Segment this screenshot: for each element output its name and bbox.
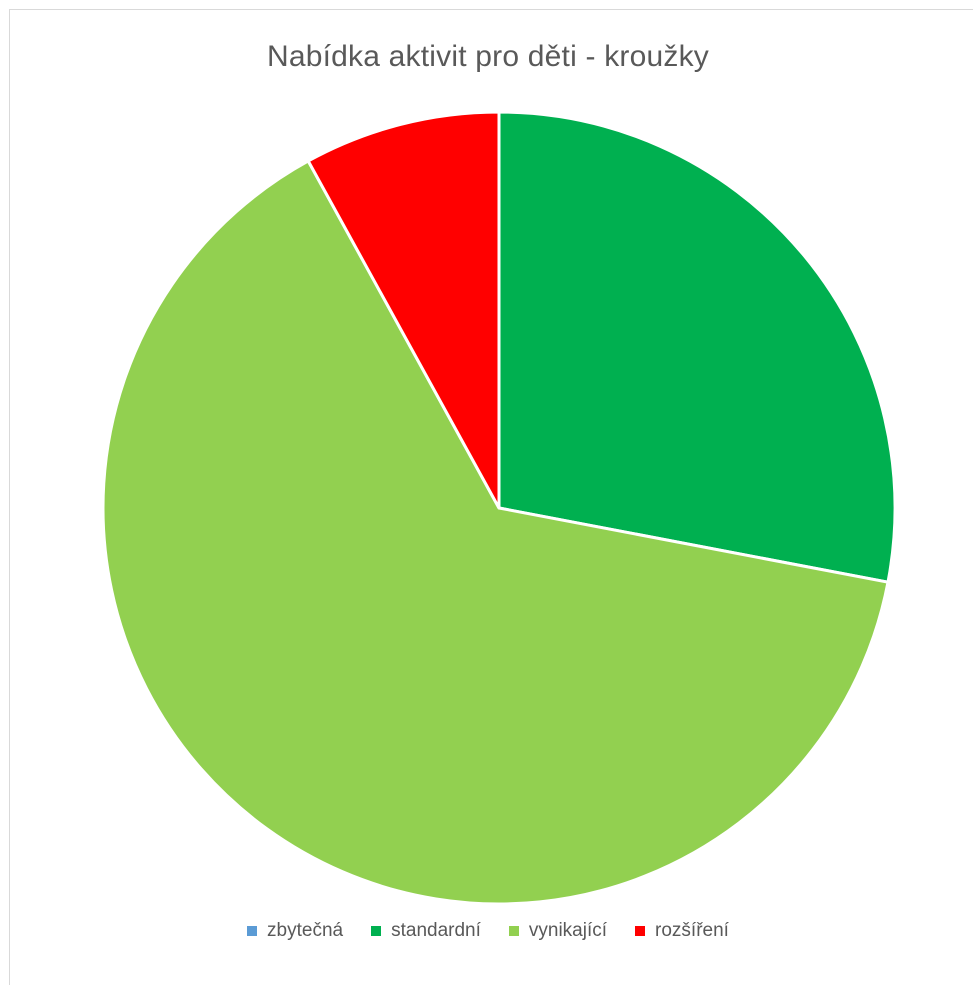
legend-item: rozšíření — [635, 920, 729, 942]
legend-label: zbytečná — [267, 920, 344, 941]
legend: zbytečná standardní vynikající rozšíření — [0, 920, 976, 942]
legend-label: standardní — [391, 920, 481, 941]
legend-label: rozšíření — [655, 920, 729, 941]
legend-swatch — [635, 926, 646, 936]
legend-label: vynikající — [528, 920, 608, 941]
chart-title: Nabídka aktivit pro děti - kroužky — [267, 40, 709, 73]
pie-slice-standardní — [497, 110, 897, 584]
legend-item: vynikající — [508, 920, 608, 942]
legend-item: standardní — [371, 920, 481, 942]
pie-slice-rozšíření — [306, 110, 501, 509]
legend-swatch — [508, 926, 519, 936]
legend-swatch — [247, 926, 258, 936]
legend-swatch — [371, 926, 382, 936]
legend-item: zbytečná — [247, 920, 343, 942]
pie-slice-vynikající — [101, 158, 890, 906]
